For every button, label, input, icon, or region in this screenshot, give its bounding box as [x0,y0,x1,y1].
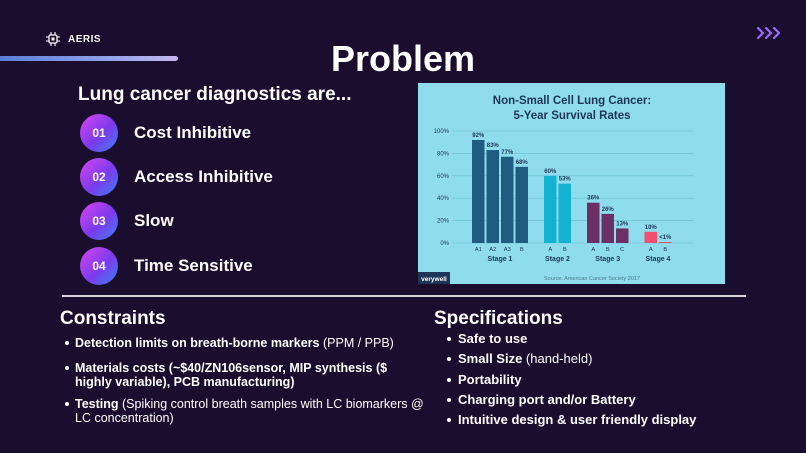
specification-item: Portability [447,372,522,387]
specification-item-bold: Small Size [458,351,523,366]
brand-name: AERIS [68,33,102,45]
chart-bar [515,166,528,243]
specification-item-bold: Charging port and/or Battery [458,392,636,407]
x-tick-label: B [520,247,524,253]
issue-number-badge: 01 [80,114,118,152]
constraint-item: Detection limits on breath-borne markers… [65,336,395,350]
x-tick-label: A2 [489,247,496,253]
bar-value-label: <1% [659,235,672,241]
x-tick-label: A1 [475,247,482,253]
bar-value-label: 36% [587,196,600,202]
x-tick-label: A3 [504,247,511,253]
chart-bar [501,156,514,243]
triple-chevron-right-icon[interactable] [756,26,784,40]
issue-item: 04 Time Sensitive [80,247,253,285]
issue-label: Time Sensitive [134,256,253,275]
chart-bar [558,183,571,243]
bar-value-label: 77% [501,150,514,156]
specification-item: Small Size (hand-held) [446,351,593,366]
circuit-chip-icon [46,32,60,46]
section-divider [62,295,746,297]
stage-group-label: Stage 2 [545,256,570,263]
constraint-item-bold: Detection limits on breath-borne markers [75,336,320,350]
specification-item-bold: Safe to use [458,331,528,346]
stage-group-label: Stage 3 [595,256,620,263]
issue-number-badge: 04 [80,247,118,285]
chart-source: Source: American Cancer Society 2017 [544,276,640,282]
bar-value-label: 60% [544,169,557,175]
chart-bar [472,139,485,243]
x-tick-label: C [620,247,624,253]
x-tick-label: A [649,247,653,253]
survival-rate-chart: Non-Small Cell Lung Cancer: 5-Year Survi… [418,83,725,284]
x-tick-label: A [548,247,552,253]
chart-title: Non-Small Cell Lung Cancer: [493,95,651,107]
brand-logo-box [418,272,450,284]
specification-item: Intuitive design & user friendly display [446,412,697,427]
chart-bar [486,150,499,243]
y-tick-label: 80% [437,151,450,157]
y-tick-label: 40% [437,196,450,202]
x-tick-label: B [606,247,610,253]
bar-value-label: 83% [487,143,500,149]
constraint-item-text: (Spiking control breath samples with LC … [75,397,424,425]
bar-value-label: 26% [602,207,615,213]
chart-bar [644,231,657,243]
y-tick-label: 20% [437,219,450,225]
constraint-item: Testing (Spiking control breath samples … [65,397,425,425]
issue-item: 03 Slow [80,202,174,240]
y-tick-label: 0% [440,241,449,247]
y-tick-label: 100% [434,129,450,135]
constraints-title: Constraints [60,308,166,329]
issue-number-badge: 02 [80,158,118,196]
specification-item-text: (hand-held) [522,351,593,366]
specification-item-bold: Intuitive design & user friendly display [458,412,697,427]
issue-item: 02 Access Inhibitive [80,158,273,196]
chart-bar [616,228,629,243]
specification-item-bold: Portability [458,372,522,387]
chart-bar [601,213,614,243]
x-tick-label: A [591,247,595,253]
bar-value-label: 13% [616,221,629,227]
bar-value-label: 92% [472,133,485,139]
chart-bar [659,242,672,243]
constraint-item-text: (PPM / PPB) [319,336,394,350]
brand: AERIS [46,32,101,46]
chart-canvas: Non-Small Cell Lung Cancer: 5-Year Survi… [418,95,694,284]
x-tick-label: B [563,247,567,253]
bar-value-label: 68% [516,160,529,166]
x-tick-label: B [663,247,667,253]
chart-bar [587,202,600,243]
specification-item: Safe to use [446,331,528,346]
constraint-item-bold: Testing [75,397,119,411]
issue-number-badge: 03 [80,202,118,240]
subheading: Lung cancer diagnostics are... [78,84,352,105]
specifications-title: Specifications [434,308,563,329]
constraint-item-bold: Materials costs (~$40/ZN106sensor, MIP s… [75,361,388,389]
y-tick-label: 60% [437,174,450,180]
brand-logo: verywell [421,276,447,283]
stage-group-label: Stage 4 [646,256,671,263]
specification-item: Charging port and/or Battery [447,392,636,407]
chart-bar [544,175,557,243]
issue-label: Slow [134,211,174,230]
bar-value-label: 53% [559,177,572,183]
bar-value-label: 10% [645,225,658,231]
issue-label: Cost Inhibitive [134,123,252,142]
issue-label: Access Inhibitive [134,167,273,186]
constraint-item: Materials costs (~$40/ZN106sensor, MIP s… [65,361,425,389]
issue-item: 01 Cost Inhibitive [80,114,251,152]
chart-subtitle: 5-Year Survival Rates [514,110,631,122]
slide-title: Problem [330,38,476,79]
brand-accent-bar [0,56,178,61]
stage-group-label: Stage 1 [488,256,513,263]
